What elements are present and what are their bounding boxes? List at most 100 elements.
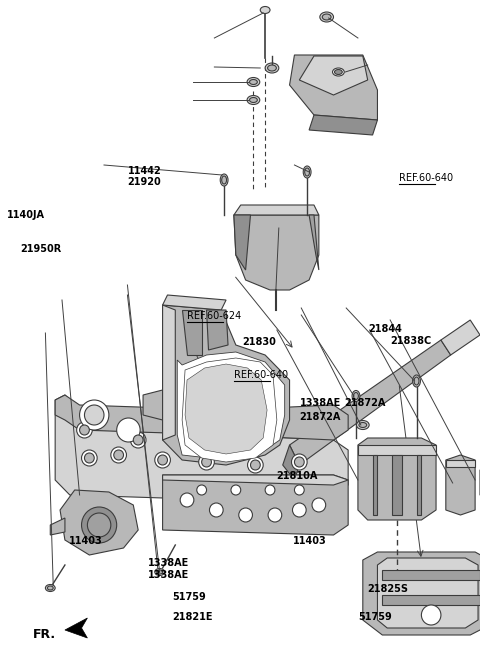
Text: 21872A: 21872A [344,398,385,409]
Text: REF.60-640: REF.60-640 [234,370,288,380]
Circle shape [294,485,304,495]
Text: 1338AE: 1338AE [148,570,189,581]
Polygon shape [372,455,377,515]
Ellipse shape [320,12,334,22]
Ellipse shape [333,68,344,76]
Polygon shape [143,390,163,420]
Text: REF.60-624: REF.60-624 [187,311,241,321]
Polygon shape [383,595,480,605]
Polygon shape [383,570,480,580]
Polygon shape [446,455,475,515]
Circle shape [80,400,109,430]
Text: 21830: 21830 [242,337,276,348]
Polygon shape [358,445,436,455]
Ellipse shape [220,174,228,186]
Circle shape [180,493,194,507]
Polygon shape [60,490,138,555]
Circle shape [111,447,126,463]
Text: 51759: 51759 [358,611,392,622]
Text: 21825S: 21825S [368,584,408,594]
Text: 1140JA: 1140JA [7,210,45,220]
Circle shape [294,457,304,467]
Circle shape [265,485,275,495]
Circle shape [82,507,117,543]
Text: 11403: 11403 [292,536,326,546]
Circle shape [84,453,94,463]
Polygon shape [182,358,277,462]
Ellipse shape [155,569,165,575]
Ellipse shape [48,586,53,590]
Text: 21920: 21920 [128,177,161,188]
Circle shape [84,405,104,425]
Ellipse shape [413,375,420,387]
Text: FR.: FR. [33,628,56,642]
Polygon shape [206,310,228,350]
Polygon shape [446,460,475,467]
Polygon shape [177,352,285,460]
Circle shape [268,508,282,522]
Polygon shape [55,395,348,440]
Circle shape [155,452,170,468]
Circle shape [158,455,168,465]
Polygon shape [377,558,478,628]
Ellipse shape [267,65,276,71]
Text: 1338AE: 1338AE [148,558,189,568]
Ellipse shape [247,96,260,104]
Polygon shape [163,305,289,465]
Polygon shape [309,115,377,135]
Text: REF.60-640: REF.60-640 [399,173,454,184]
Circle shape [117,418,140,442]
Ellipse shape [359,422,367,428]
Ellipse shape [352,390,360,401]
Polygon shape [392,455,402,515]
Ellipse shape [414,377,419,385]
Polygon shape [234,215,319,290]
Circle shape [131,432,146,448]
Circle shape [421,605,441,625]
Ellipse shape [157,570,163,574]
Text: 21821E: 21821E [172,611,213,622]
Circle shape [231,485,241,495]
Polygon shape [185,364,267,454]
Polygon shape [163,475,348,485]
Circle shape [248,457,263,473]
Polygon shape [289,55,377,120]
Polygon shape [50,518,65,535]
Polygon shape [363,552,480,635]
Polygon shape [163,295,226,310]
Circle shape [82,450,97,466]
Ellipse shape [222,176,227,184]
Circle shape [209,503,223,517]
Polygon shape [234,205,319,215]
Circle shape [251,460,260,470]
Text: 21844: 21844 [369,324,402,335]
Polygon shape [182,310,202,355]
Circle shape [199,454,215,470]
Text: 1338AE: 1338AE [300,398,341,409]
Circle shape [114,450,123,460]
Polygon shape [441,320,480,355]
Ellipse shape [335,70,342,75]
Circle shape [80,425,89,435]
Ellipse shape [357,420,369,430]
Polygon shape [300,56,368,95]
Circle shape [292,503,306,517]
Text: 21872A: 21872A [300,411,341,422]
Ellipse shape [250,79,257,85]
Circle shape [239,508,252,522]
Text: 21810A: 21810A [276,470,317,481]
Ellipse shape [260,7,270,14]
Ellipse shape [322,14,331,20]
Circle shape [312,498,326,512]
Ellipse shape [303,166,311,178]
Polygon shape [289,340,451,465]
Polygon shape [65,618,87,638]
Polygon shape [163,305,175,440]
Text: 21950R: 21950R [21,244,62,255]
Ellipse shape [354,392,359,400]
Polygon shape [358,438,436,520]
Polygon shape [163,475,348,535]
Polygon shape [283,445,300,480]
Polygon shape [234,215,251,270]
Text: 11442: 11442 [128,166,161,176]
